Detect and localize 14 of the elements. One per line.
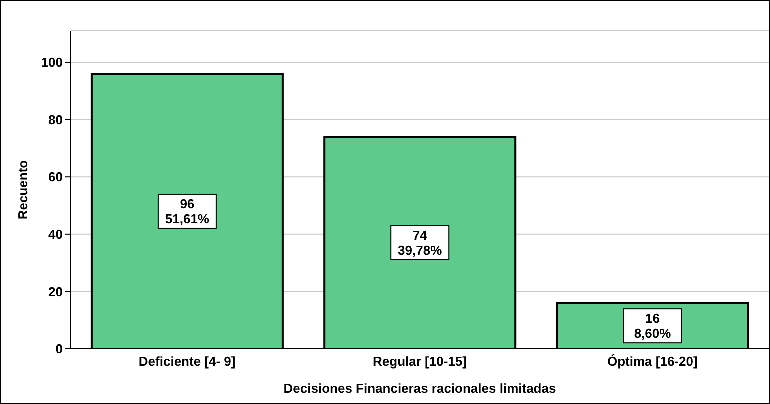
y-tick-label: 60 <box>48 170 63 185</box>
y-tick-label: 80 <box>48 112 63 128</box>
data-label: 16 8,60% <box>634 311 672 342</box>
y-tick-label: 0 <box>56 342 63 357</box>
x-tick-label: Óptima [16-20] <box>608 354 698 370</box>
y-tick-label: 40 <box>48 227 63 242</box>
y-tick-label: 20 <box>48 284 63 300</box>
x-axis-title: Decisiones Financieras racionales limitadas <box>284 381 556 396</box>
data-label: 96 51,61% <box>165 196 210 226</box>
y-axis-title: Recuento <box>16 160 31 220</box>
data-label: 74 39,78% <box>398 228 443 258</box>
x-tick-label: Deficiente [4- 9] <box>138 354 236 370</box>
y-tick-label: 100 <box>41 55 63 70</box>
x-tick-label: Regular [10-15] <box>373 354 467 370</box>
